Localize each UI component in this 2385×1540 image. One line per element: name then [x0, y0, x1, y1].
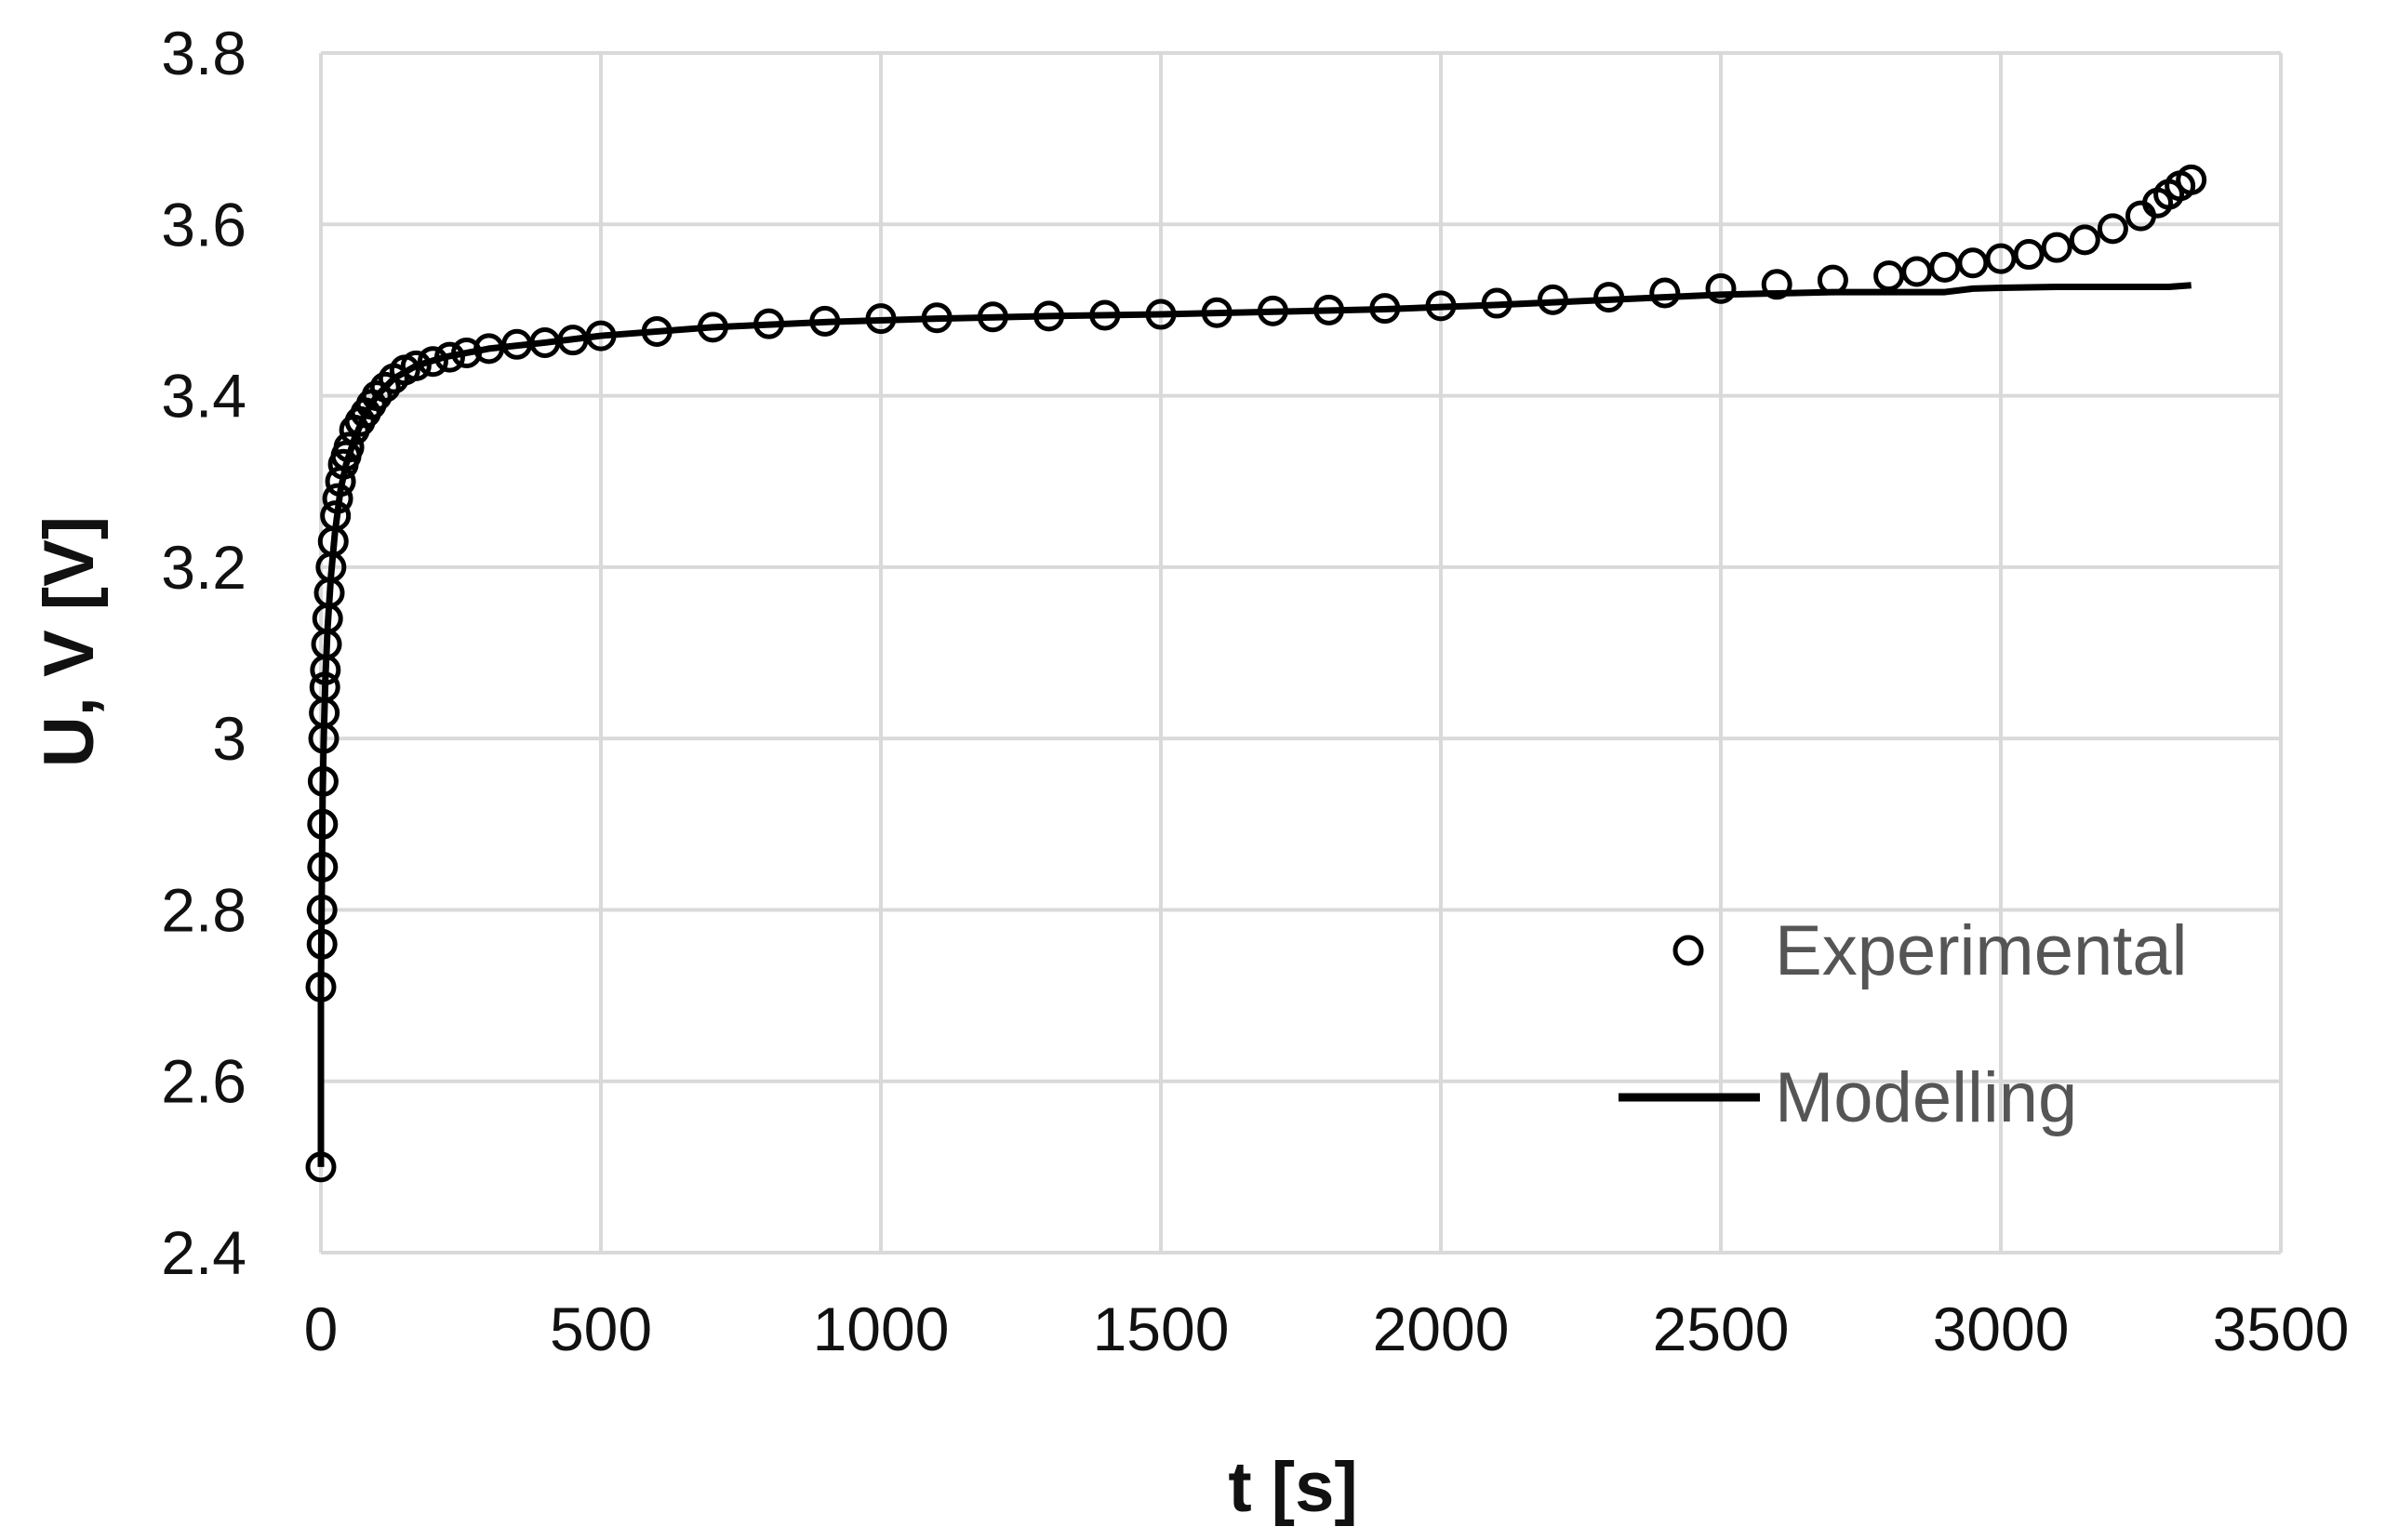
x-tick-label: 1000	[813, 1294, 950, 1363]
y-tick-label: 3	[212, 704, 246, 773]
experimental-point	[309, 671, 340, 703]
x-tick-label: 500	[550, 1294, 652, 1363]
experimental-point	[2013, 239, 2045, 271]
experimental-point	[433, 341, 465, 373]
x-tick-label: 3500	[2213, 1294, 2350, 1363]
legend-experimental-marker	[1672, 935, 1704, 966]
experimental-point	[1201, 297, 1232, 328]
experimental-point	[1537, 284, 1568, 315]
modelling-line	[317, 282, 2192, 1167]
experimental-point	[1033, 300, 1065, 332]
experimental-point	[697, 312, 728, 343]
grid	[319, 51, 2283, 1255]
experimental-point	[2069, 224, 2100, 256]
experimental-point	[361, 380, 393, 412]
y-tick-label: 2.4	[161, 1218, 246, 1287]
experimental-point	[451, 338, 483, 368]
experimental-point	[473, 333, 505, 365]
x-tick-label: 3000	[1933, 1294, 2070, 1363]
experimental-point	[305, 971, 337, 1002]
experimental-point	[1873, 260, 1905, 292]
legend-experimental-label: Experimental	[1775, 911, 2188, 990]
experimental-series	[305, 164, 2207, 1183]
experimental-point	[1425, 290, 1457, 322]
experimental-point	[306, 894, 338, 925]
y-tick-label: 3.6	[161, 190, 246, 259]
experimental-point	[322, 483, 353, 514]
x-tick-label: 1500	[1093, 1294, 1230, 1363]
x-axis-title: t [s]	[1228, 1448, 1357, 1527]
experimental-point	[1901, 256, 1933, 287]
y-axis-title: U, V [V]	[30, 516, 109, 767]
experimental-point	[1985, 243, 2017, 274]
experimental-point	[865, 303, 897, 335]
experimental-point	[1369, 293, 1401, 325]
y-tick-label: 2.6	[161, 1047, 246, 1116]
experimental-point	[2176, 164, 2207, 195]
experimental-point	[1313, 294, 1345, 325]
experimental-point	[320, 500, 352, 532]
experimental-point	[977, 301, 1008, 333]
y-tick-label: 3.8	[161, 19, 246, 87]
experimental-point	[307, 851, 339, 883]
experimental-point	[753, 308, 785, 339]
experimental-point	[306, 928, 338, 960]
x-tick-label: 2500	[1653, 1294, 1790, 1363]
experimental-point	[417, 346, 448, 378]
x-tick-label: 2000	[1373, 1294, 1510, 1363]
y-tick-label: 3.2	[161, 533, 246, 602]
legend-modelling-label: Modelling	[1775, 1058, 2077, 1137]
experimental-point	[921, 302, 953, 334]
experimental-point	[557, 325, 589, 356]
experimental-point	[1257, 295, 1288, 326]
experimental-point	[1481, 287, 1512, 319]
experimental-point	[1929, 251, 1961, 283]
legend: Experimental Modelling	[1619, 911, 2188, 1137]
y-axis-ticks: 2.4 2.6 2.8 3 3.2 3.4 3.6 3.8	[161, 19, 246, 1287]
modelling-series	[317, 282, 2192, 1167]
experimental-point	[369, 371, 401, 403]
experimental-point	[1649, 277, 1681, 309]
experimental-point	[585, 320, 617, 352]
experimental-point	[307, 808, 339, 840]
experimental-point	[1145, 299, 1177, 330]
experimental-point	[307, 765, 339, 797]
experimental-point	[400, 350, 432, 381]
experimental-point	[2097, 213, 2128, 245]
experimental-point	[809, 305, 841, 337]
experimental-point	[333, 431, 365, 463]
experimental-point	[1089, 299, 1121, 331]
experimental-point	[1705, 272, 1737, 304]
experimental-point	[305, 1151, 337, 1183]
experimental-point	[1761, 269, 1792, 300]
experimental-point	[641, 315, 673, 347]
experimental-point	[1817, 264, 1848, 296]
x-tick-label: 0	[304, 1294, 339, 1363]
experimental-point	[2041, 232, 2072, 263]
x-axis-ticks: 0 500 1000 1500 2000 2500 3000 3500	[304, 1294, 2350, 1363]
experimental-point	[1957, 247, 1989, 279]
experimental-point	[1593, 282, 1625, 313]
y-tick-label: 2.8	[161, 875, 246, 944]
y-tick-label: 3.4	[161, 362, 246, 431]
